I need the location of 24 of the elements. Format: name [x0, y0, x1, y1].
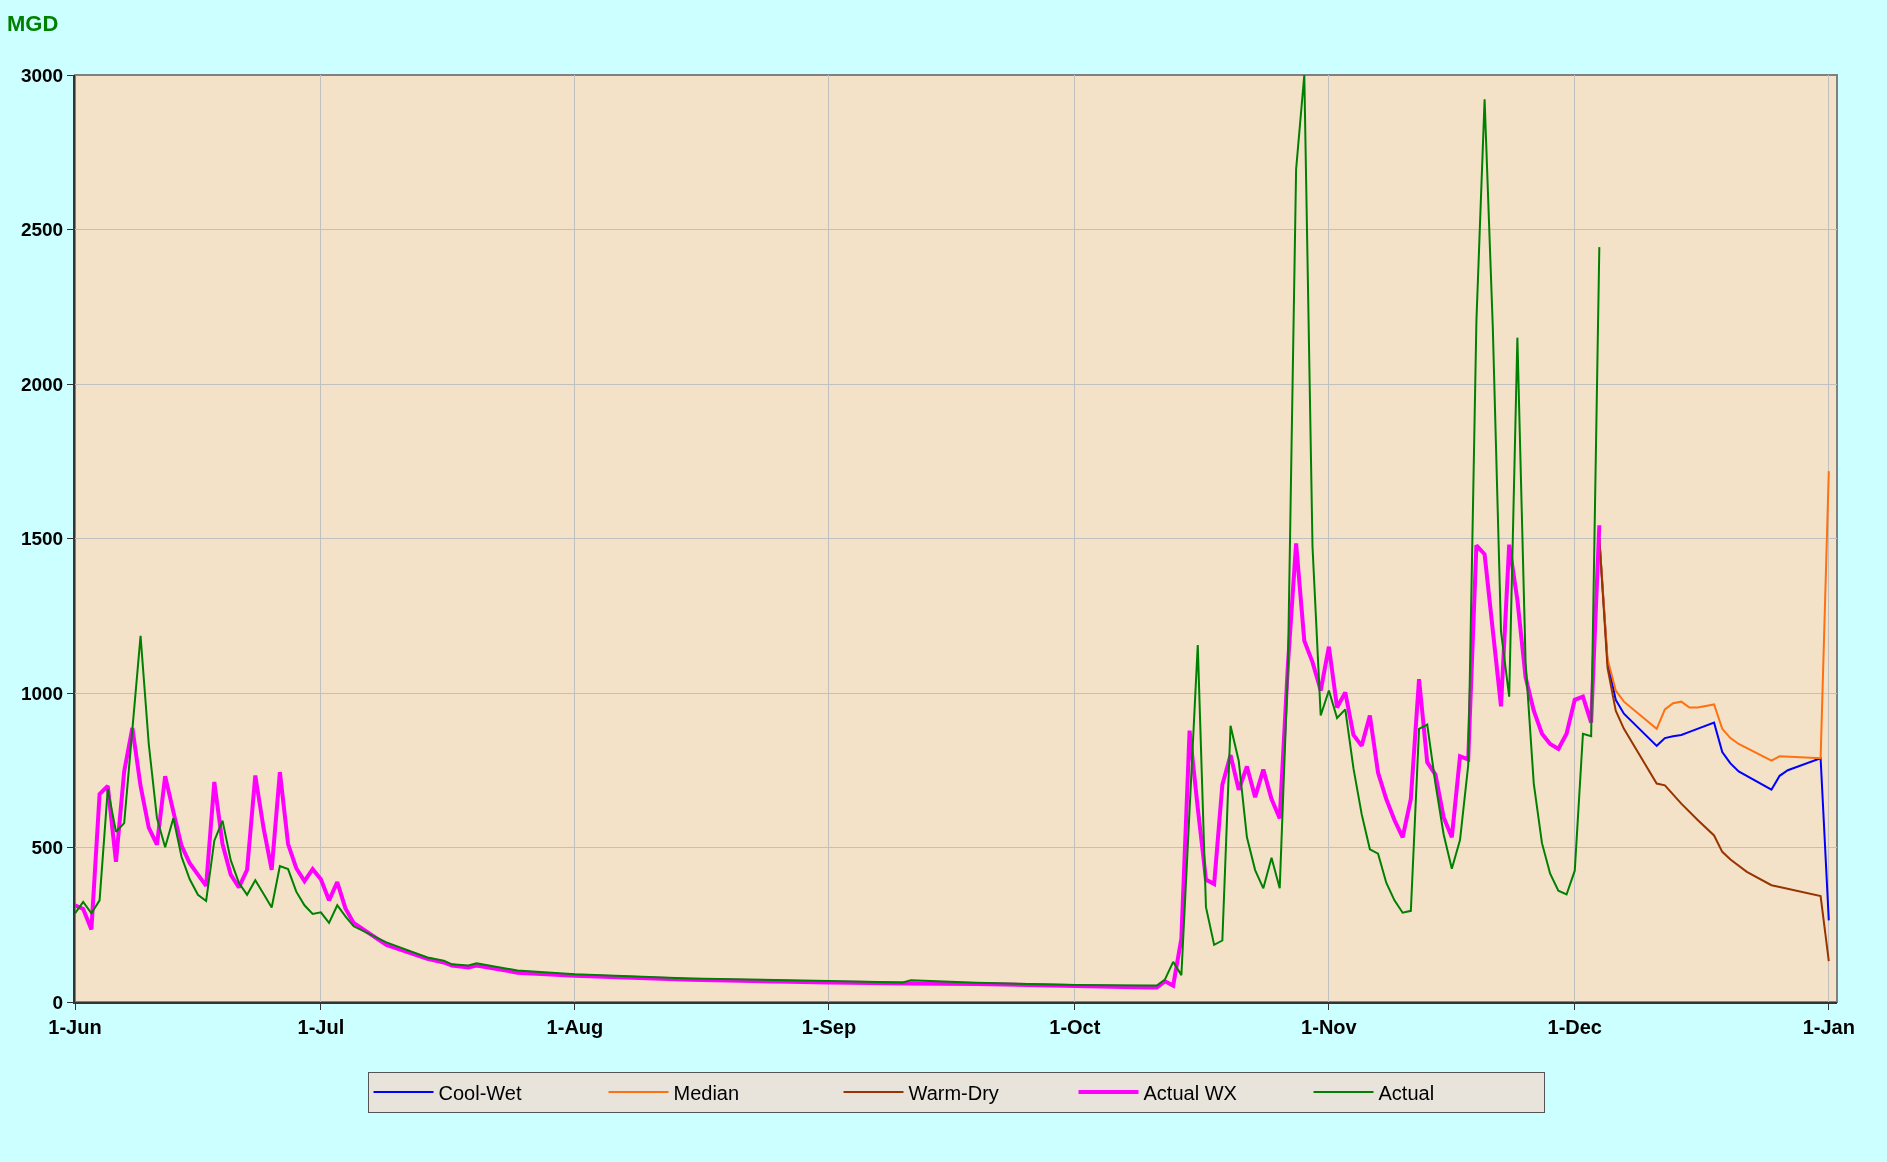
legend-label: Warm-Dry [908, 1081, 999, 1104]
legend-label: Median [673, 1081, 740, 1104]
y-tick-label: 1000 [20, 682, 64, 704]
x-tick-label: 1-Sep [801, 1016, 857, 1038]
x-tick-label: 1-Dec [1547, 1016, 1602, 1038]
x-tick-label: 1-Jul [297, 1016, 345, 1038]
line-series [1598, 470, 1830, 762]
line-series [75, 75, 1601, 987]
y-tick-label: 0 [52, 991, 64, 1013]
y-tick-label: 3000 [20, 64, 64, 86]
y-tick-label: 1500 [20, 528, 64, 550]
y-tick-label: 2500 [20, 219, 64, 241]
line-series [75, 523, 1602, 990]
x-tick-label: 1-Nov [1301, 1016, 1358, 1038]
x-tick-label: 1-Oct [1049, 1016, 1101, 1038]
y-tick-label: 2000 [20, 373, 64, 395]
x-tick-label: 1-Aug [546, 1016, 604, 1038]
legend-label: Actual WX [1143, 1081, 1237, 1104]
x-tick-label: 1-Jan [1802, 1016, 1855, 1038]
y-axis-title: MGD [7, 11, 59, 36]
x-tick-label: 1-Jun [48, 1016, 102, 1038]
legend-label: Cool-Wet [438, 1081, 522, 1104]
legend-label: Actual [1378, 1081, 1435, 1104]
y-tick-label: 500 [31, 837, 64, 859]
